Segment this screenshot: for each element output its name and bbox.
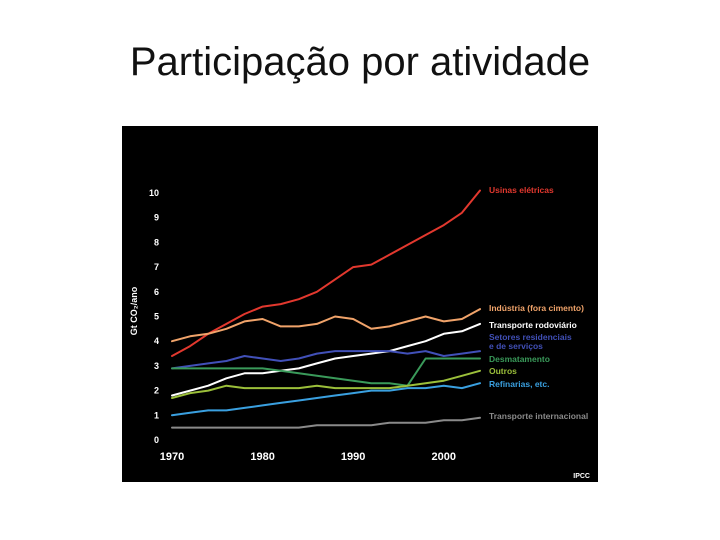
y-axis-label: Gt CO₂/ano bbox=[129, 286, 139, 335]
series-line-3 bbox=[171, 322, 481, 397]
legend-item-4: Setores residenciais e de serviços bbox=[489, 332, 572, 351]
x-tick-label: 2000 bbox=[432, 451, 456, 463]
series-line-7 bbox=[171, 382, 481, 417]
chart-panel: 0 1 2 3 4 5 6 7 8 9 10 1970 1980 1990 2000 Gt CO₂/ano… bbox=[122, 126, 598, 482]
y-tick-label: 6 bbox=[154, 287, 159, 297]
series-line-6 bbox=[171, 369, 481, 399]
series-line-1 bbox=[171, 189, 481, 357]
series-line-4 bbox=[171, 350, 481, 370]
x-tick-label: 1990 bbox=[341, 451, 365, 463]
legend-item-3: Transporte rodoviário bbox=[489, 320, 577, 330]
slide-title: Participação por atividade bbox=[129, 40, 591, 84]
y-tick-label: 4 bbox=[154, 336, 159, 346]
legend-item-7: Refinarias, etc. bbox=[489, 379, 549, 389]
series-line-8 bbox=[171, 416, 481, 429]
source-label: IPCC bbox=[573, 473, 590, 480]
y-tick-label: 7 bbox=[154, 262, 159, 272]
y-tick-label: 2 bbox=[154, 386, 159, 396]
legend-item-6: Outros bbox=[489, 366, 517, 376]
legend-item-5: Desmatamento bbox=[489, 354, 550, 364]
series-line-2 bbox=[171, 308, 481, 343]
y-tick-label: 9 bbox=[154, 213, 159, 223]
legend-item-1: Usinas elétricas bbox=[489, 185, 554, 195]
y-tick-label: 3 bbox=[154, 361, 159, 371]
series-lines bbox=[171, 189, 481, 429]
y-tick-label: 5 bbox=[154, 312, 159, 322]
legend: Usinas elétricas Indústria (fora cimento)… bbox=[489, 185, 588, 421]
y-tick-label: 0 bbox=[154, 435, 159, 445]
x-axis-ticks: 1970 1980 1990 2000 bbox=[160, 451, 456, 463]
y-tick-label: 1 bbox=[154, 410, 159, 420]
y-tick-label: 8 bbox=[154, 237, 159, 247]
x-tick-label: 1970 bbox=[160, 451, 184, 463]
legend-item-8: Transporte internacional bbox=[489, 411, 588, 421]
y-axis-ticks: 0 1 2 3 4 5 6 7 8 9 10 bbox=[149, 188, 159, 445]
series-line-5 bbox=[171, 357, 481, 387]
x-tick-label: 1980 bbox=[250, 451, 274, 463]
line-chart: 0 1 2 3 4 5 6 7 8 9 10 1970 1980 1990 2000 Gt CO₂/ano… bbox=[129, 185, 590, 480]
legend-item-2: Indústria (fora cimento) bbox=[489, 303, 584, 313]
y-tick-label: 10 bbox=[149, 188, 159, 198]
